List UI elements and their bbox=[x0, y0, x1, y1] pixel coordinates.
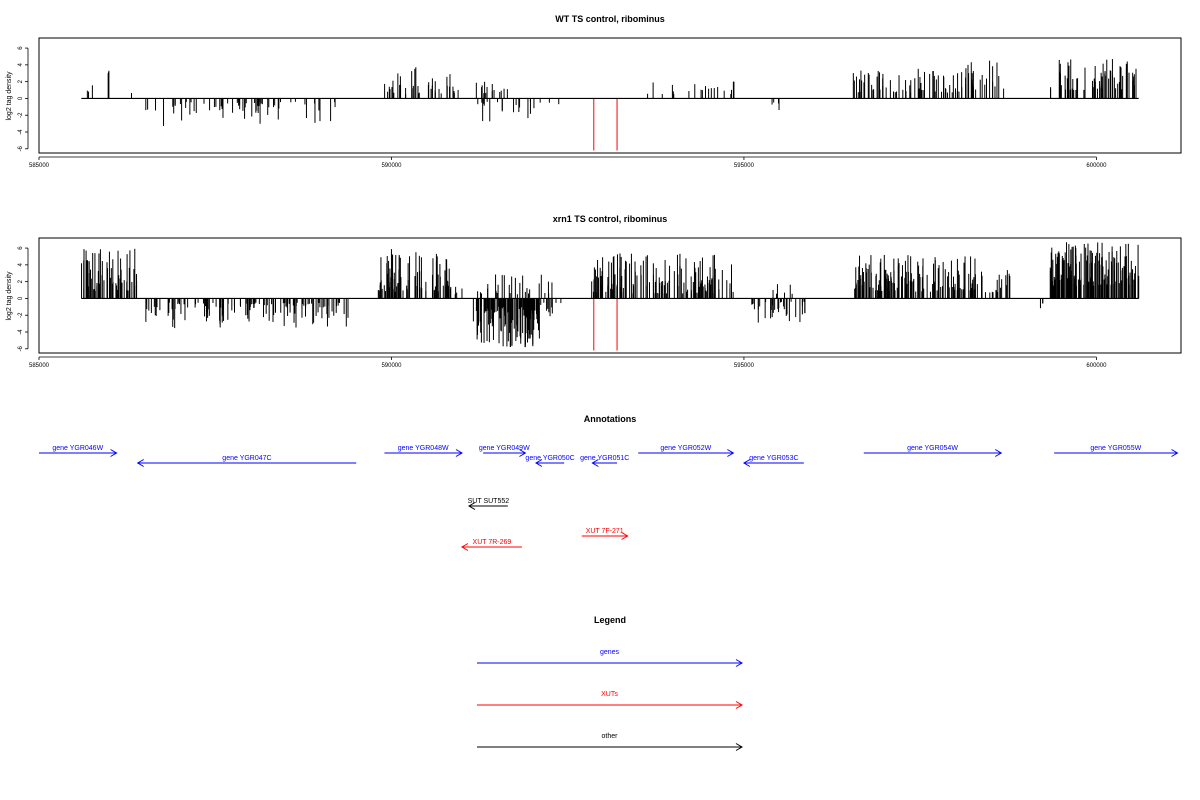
panel-title: WT TS control, ribominus bbox=[555, 14, 665, 24]
plot-frame bbox=[38, 37, 1182, 154]
arrowhead bbox=[519, 449, 527, 457]
x-tick-label: 590000 bbox=[381, 163, 402, 169]
feature-arrow: gene YGR050C bbox=[525, 455, 575, 467]
arrowhead bbox=[460, 543, 469, 551]
x-tick-label: 595000 bbox=[734, 163, 755, 169]
arrowhead bbox=[110, 449, 118, 457]
arrowhead bbox=[742, 459, 751, 467]
arrowhead bbox=[735, 743, 743, 751]
arrowhead bbox=[735, 659, 743, 667]
y-tick-label: 2 bbox=[18, 79, 24, 83]
feature-list: gene YGR046W gene YGR047C gene YGR048W gene… bbox=[39, 445, 1179, 551]
x-axis: 585000 590000 595000 600000 bbox=[29, 356, 1107, 369]
feature-label: XUT 7F-271 bbox=[586, 528, 624, 535]
legend-label: other bbox=[602, 733, 619, 740]
feature-arrow: XUT 7F-271 bbox=[581, 528, 629, 540]
signal-bars bbox=[86, 59, 1137, 126]
legend-title: Legend bbox=[594, 615, 626, 625]
legend-label: genes bbox=[600, 649, 620, 656]
x-tick-label: 595000 bbox=[734, 363, 755, 369]
feature-label: XUT 7R-269 bbox=[473, 539, 512, 546]
y-tick-label: 0 bbox=[18, 96, 24, 100]
y-tick-label: 0 bbox=[18, 296, 24, 300]
y-tick-label: -6 bbox=[18, 145, 24, 151]
feature-label: SUT SUT552 bbox=[468, 498, 510, 505]
arrowhead bbox=[136, 459, 144, 467]
legend-label: XUTs bbox=[601, 691, 618, 698]
arrowhead bbox=[591, 459, 599, 467]
y-tick-label: 4 bbox=[18, 263, 24, 267]
feature-label: gene YGR046W bbox=[52, 445, 103, 452]
arrowhead bbox=[455, 449, 463, 457]
y-axis: -6 -4 -2 0 2 4 6 bbox=[18, 46, 29, 151]
x-tick-label: 600000 bbox=[1086, 363, 1107, 369]
feature-arrow: gene YGR049W bbox=[479, 445, 530, 457]
y-tick-label: 6 bbox=[18, 246, 24, 250]
y-tick-label: 6 bbox=[18, 46, 24, 50]
feature-arrow: gene YGR053C bbox=[742, 455, 804, 467]
x-tick-label: 585000 bbox=[29, 163, 50, 169]
feature-arrow: gene YGR048W bbox=[384, 445, 463, 457]
y-tick-label: -2 bbox=[18, 112, 24, 118]
feature-arrow: gene YGR046W bbox=[39, 445, 118, 457]
y-tick-label: -6 bbox=[18, 345, 24, 351]
feature-label: gene YGR053C bbox=[749, 455, 798, 462]
feature-label: gene YGR054W bbox=[907, 445, 958, 452]
feature-arrow: gene YGR052W bbox=[638, 445, 735, 457]
feature-label: gene YGR050C bbox=[525, 455, 574, 462]
legend-item: other bbox=[477, 733, 743, 751]
feature-arrow: gene YGR054W bbox=[863, 445, 1003, 457]
x-tick-label: 585000 bbox=[29, 363, 50, 369]
annotations-title: Annotations bbox=[584, 414, 637, 424]
y-tick-label: -4 bbox=[18, 129, 24, 135]
legend-item: XUTs bbox=[477, 691, 743, 709]
arrowhead bbox=[1171, 449, 1179, 457]
panel-title: xrn1 TS control, ribominus bbox=[553, 214, 668, 224]
y-axis: -6 -4 -2 0 2 4 6 bbox=[18, 246, 29, 351]
plot-frame bbox=[38, 237, 1182, 354]
arrowhead bbox=[468, 502, 476, 510]
y-axis-label: log2 tag density bbox=[6, 271, 13, 321]
feature-arrow: gene YGR051C bbox=[580, 455, 629, 467]
feature-label: gene YGR048W bbox=[398, 445, 449, 452]
y-axis-label: log2 tag density bbox=[6, 71, 13, 121]
feature-arrow: gene YGR047C bbox=[136, 455, 357, 467]
signal-bars bbox=[81, 242, 1140, 348]
marker-lines bbox=[593, 98, 618, 151]
marker-lines bbox=[593, 298, 618, 351]
legend-item: genes bbox=[477, 649, 743, 667]
feature-label: gene YGR052W bbox=[660, 445, 711, 452]
arrowhead bbox=[534, 459, 543, 467]
y-tick-label: -4 bbox=[18, 329, 24, 335]
feature-arrow: SUT SUT552 bbox=[468, 498, 510, 510]
feature-label: gene YGR049W bbox=[479, 445, 530, 452]
arrowhead bbox=[727, 449, 735, 457]
x-axis: 585000 590000 595000 600000 bbox=[29, 156, 1107, 169]
arrowhead bbox=[621, 532, 629, 540]
y-tick-label: 2 bbox=[18, 279, 24, 283]
legend: Legend genes XUTs other bbox=[477, 615, 743, 751]
legend-items: genes XUTs other bbox=[477, 649, 743, 751]
feature-label: gene YGR055W bbox=[1090, 445, 1141, 452]
feature-arrow: gene YGR055W bbox=[1054, 445, 1179, 457]
feature-label: gene YGR051C bbox=[580, 455, 629, 462]
wt-signal-panel: WT TS control, ribominus log2 tag densit… bbox=[6, 14, 1182, 169]
y-tick-label: 4 bbox=[18, 63, 24, 67]
feature-arrow: XUT 7R-269 bbox=[460, 539, 522, 551]
x-tick-label: 600000 bbox=[1086, 163, 1107, 169]
arrowhead bbox=[994, 449, 1003, 457]
arrowhead bbox=[735, 701, 743, 709]
feature-label: gene YGR047C bbox=[222, 455, 271, 462]
x-tick-label: 590000 bbox=[381, 363, 402, 369]
xrn1-signal-panel: xrn1 TS control, ribominus log2 tag dens… bbox=[6, 214, 1182, 369]
y-tick-label: -2 bbox=[18, 312, 24, 318]
